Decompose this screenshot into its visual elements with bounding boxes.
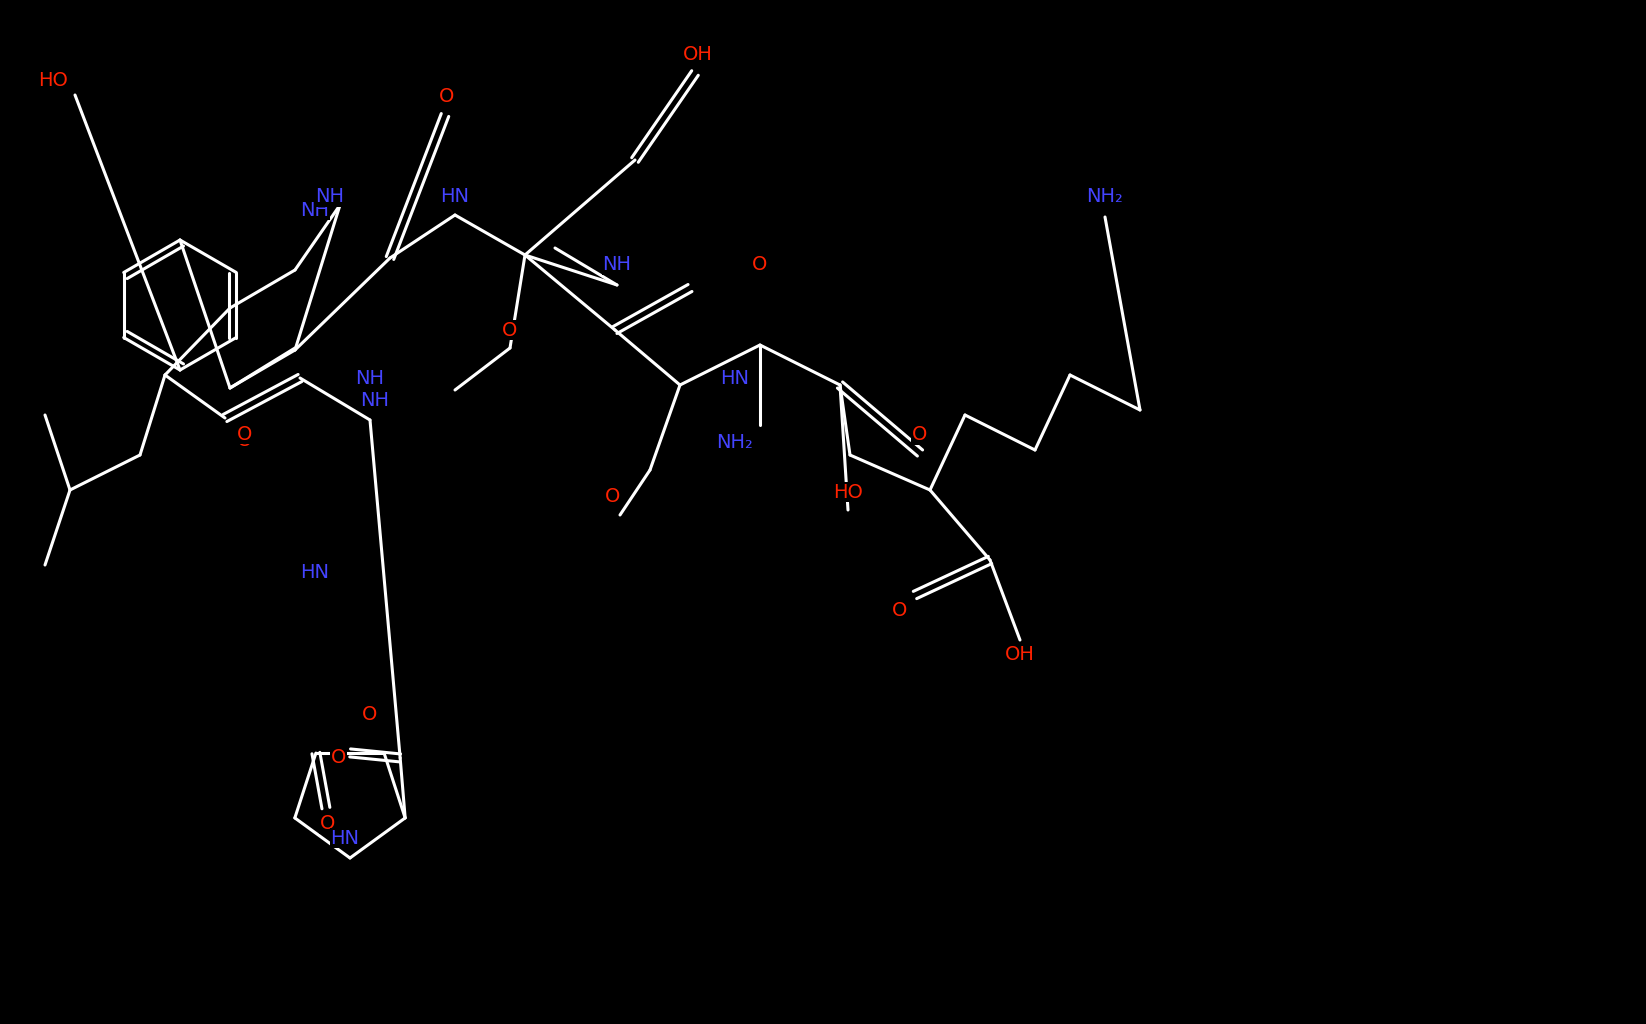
Text: NH₂: NH₂ <box>1086 187 1124 207</box>
Text: NH: NH <box>301 201 329 219</box>
Text: O: O <box>439 87 454 106</box>
Text: HN: HN <box>441 187 469 207</box>
Text: O: O <box>362 706 377 725</box>
Text: HN: HN <box>721 369 749 387</box>
Text: HN: HN <box>301 562 329 582</box>
Text: NH: NH <box>602 256 632 274</box>
Text: NH₂: NH₂ <box>716 432 754 452</box>
Text: NH₂: NH₂ <box>716 432 754 452</box>
Text: NH: NH <box>316 187 344 207</box>
Text: O: O <box>912 426 928 444</box>
Text: O: O <box>752 256 767 274</box>
Text: HO: HO <box>38 71 67 89</box>
Text: HO: HO <box>833 482 863 502</box>
Text: NH: NH <box>602 256 632 274</box>
Text: HN: HN <box>441 187 469 207</box>
Text: HN: HN <box>331 828 359 848</box>
Text: O: O <box>321 814 336 833</box>
Text: O: O <box>606 486 621 506</box>
Text: O: O <box>502 321 518 340</box>
Text: O: O <box>892 600 907 620</box>
Text: OH: OH <box>683 45 713 65</box>
Text: NH: NH <box>356 369 385 387</box>
Text: NH: NH <box>360 390 390 410</box>
Text: HN: HN <box>721 369 749 387</box>
Text: OH: OH <box>683 45 713 65</box>
Text: O: O <box>502 321 518 340</box>
Text: NH₂: NH₂ <box>1086 187 1124 207</box>
Text: O: O <box>912 426 928 444</box>
Text: O: O <box>752 256 767 274</box>
Text: O: O <box>439 87 454 106</box>
Text: O: O <box>237 430 253 450</box>
Text: O: O <box>606 486 621 506</box>
Text: HO: HO <box>833 482 863 502</box>
Text: O: O <box>237 425 253 443</box>
Text: O: O <box>331 749 346 767</box>
Text: OH: OH <box>1006 645 1035 665</box>
